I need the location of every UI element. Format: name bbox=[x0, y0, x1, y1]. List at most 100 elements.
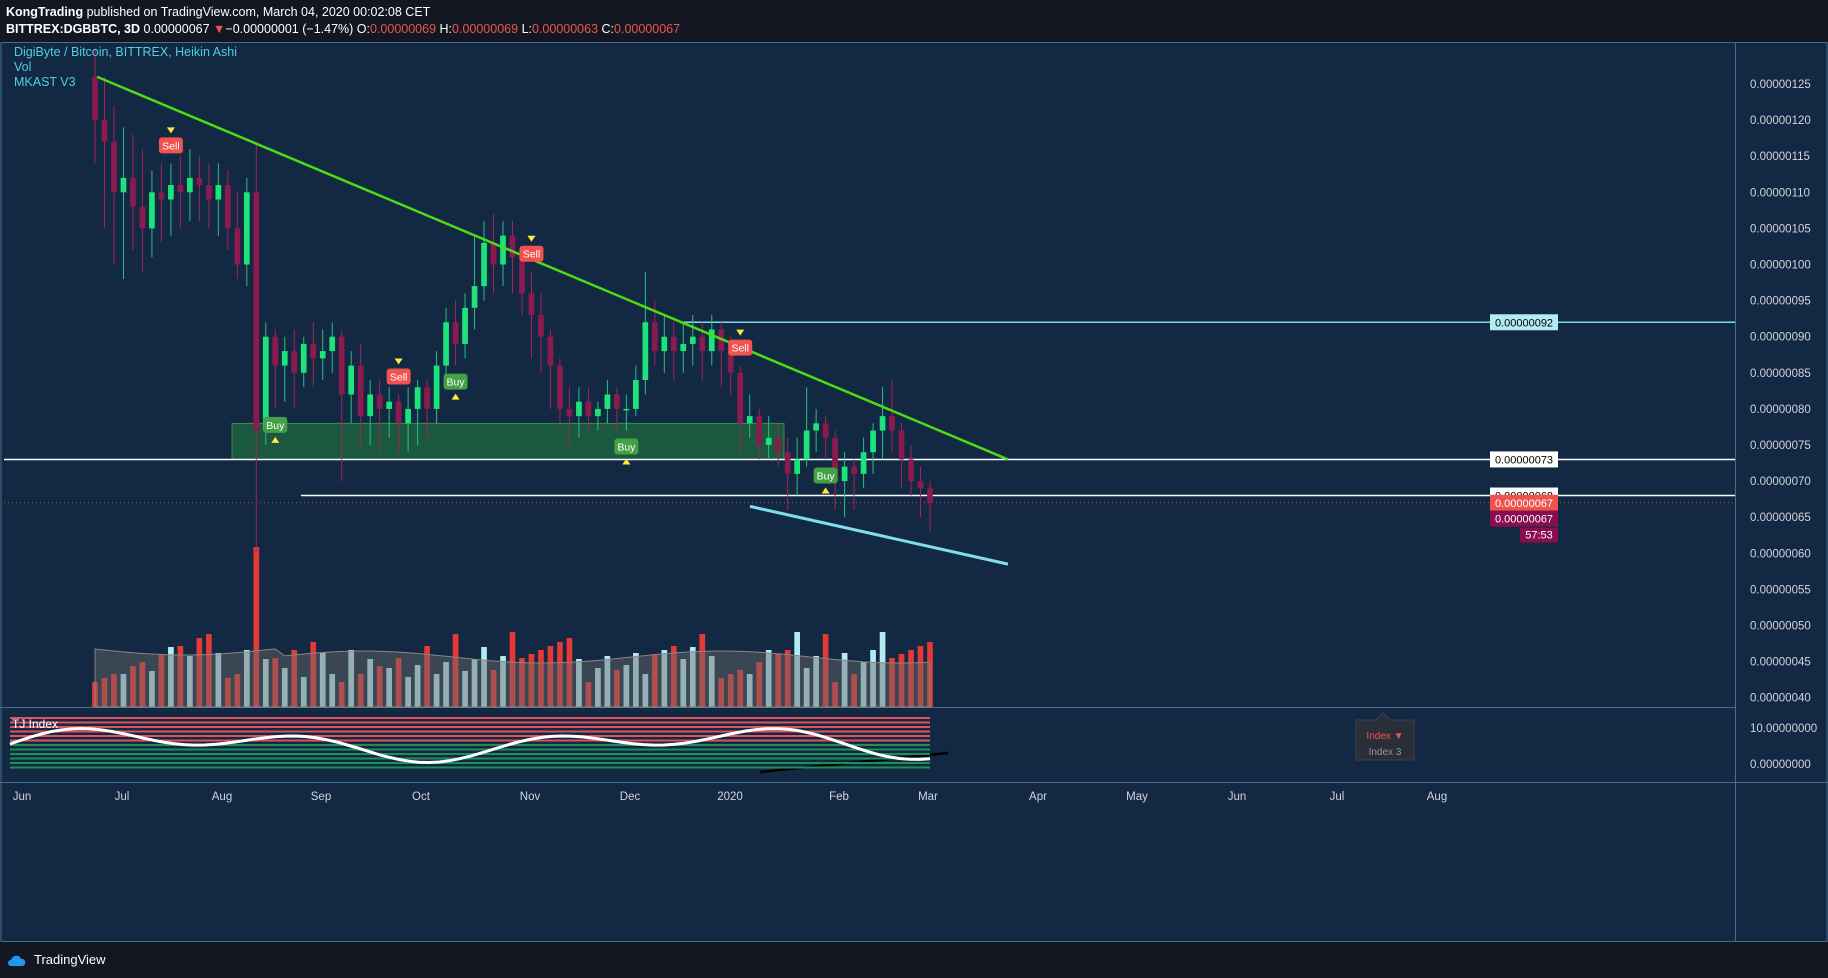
candle-body bbox=[224, 185, 231, 229]
candle-body bbox=[158, 192, 165, 200]
sell-arrow-icon bbox=[394, 358, 403, 365]
candle-body bbox=[623, 408, 630, 411]
x-axis-tick: Dec bbox=[620, 791, 641, 803]
candle-body bbox=[443, 322, 449, 366]
price-chart[interactable]: Sell Buy Sell Buy Sell Buy Sell Buy 0.00000125 0… bbox=[0, 42, 1828, 942]
candle-body bbox=[329, 336, 336, 352]
sell-signal: Sell bbox=[728, 329, 753, 356]
candle-body bbox=[557, 365, 563, 409]
volume-bar bbox=[727, 674, 734, 707]
footer: TradingView bbox=[0, 942, 1828, 978]
volume-bar bbox=[139, 662, 146, 707]
volume-ma-area bbox=[94, 648, 931, 708]
volume-bar bbox=[576, 659, 582, 707]
author-name[interactable]: KongTrading bbox=[6, 5, 84, 19]
candle-body bbox=[822, 423, 829, 438]
volume-bar bbox=[718, 678, 725, 707]
sell-signal: Sell bbox=[386, 358, 411, 385]
signal-label: Sell bbox=[523, 249, 541, 261]
volume-bar bbox=[670, 646, 677, 707]
candle-body bbox=[595, 408, 601, 417]
volume-bar bbox=[386, 668, 392, 707]
volume-bar bbox=[243, 650, 250, 707]
signal-label: Buy bbox=[817, 470, 836, 482]
candle-body bbox=[376, 394, 383, 409]
x-axis-tick: 2020 bbox=[717, 791, 743, 803]
volume-bar bbox=[395, 658, 402, 707]
price-tag-bg bbox=[1490, 451, 1558, 468]
volume-bar bbox=[566, 638, 573, 707]
candle-body bbox=[547, 336, 554, 366]
tradingview-logo[interactable]: TradingView bbox=[6, 952, 106, 967]
symbol-info: BITTREX:DGBBTC, 3D 0.00000067 ▼−0.000000… bbox=[6, 22, 680, 36]
countdown-tag: 57:53 bbox=[1520, 527, 1558, 543]
volume-bar bbox=[614, 670, 620, 707]
cloud-icon bbox=[8, 955, 26, 966]
y-axis-tick: 0.00000080 bbox=[1750, 404, 1811, 416]
brand-name: TradingView bbox=[34, 952, 106, 967]
lower-channel-line bbox=[749, 504, 1009, 566]
volume-bar bbox=[357, 674, 364, 707]
candle-body bbox=[243, 192, 250, 265]
candle-body bbox=[775, 437, 782, 453]
volume-bar bbox=[224, 678, 231, 707]
candle-body bbox=[462, 307, 468, 344]
volume-bar bbox=[746, 674, 753, 707]
volume-bar bbox=[803, 668, 810, 707]
candle-body bbox=[111, 141, 117, 193]
signal-label: Buy bbox=[447, 377, 466, 389]
volume-bar bbox=[661, 650, 668, 707]
y-axis-tick: 0.00000040 bbox=[1750, 693, 1811, 705]
buy-signal: Buy bbox=[813, 467, 838, 494]
price-tag-bg bbox=[1490, 314, 1558, 331]
candle-body bbox=[187, 177, 193, 193]
candle-body bbox=[746, 416, 753, 424]
candle-body bbox=[481, 242, 487, 287]
y-axis-tick: 0.00000085 bbox=[1750, 368, 1811, 380]
candle-body bbox=[803, 430, 810, 460]
signal-badge bbox=[443, 373, 468, 390]
x-axis-tick: Aug bbox=[212, 791, 232, 803]
volume-bar bbox=[338, 682, 345, 707]
x-axis-tick: Jun bbox=[13, 791, 32, 803]
candle-body bbox=[585, 401, 592, 417]
volume-bar bbox=[319, 653, 326, 707]
volume-bar bbox=[898, 654, 905, 707]
volume-bar bbox=[149, 671, 155, 707]
y-axis-tick: 0.00000055 bbox=[1750, 584, 1811, 596]
y-axis-tick: 0.00000065 bbox=[1750, 512, 1811, 524]
price-tag: 0.00000073 bbox=[1490, 451, 1558, 468]
close-label: C: bbox=[601, 22, 615, 36]
volume-bar bbox=[538, 650, 544, 707]
signal-badge bbox=[519, 245, 544, 262]
candle-body bbox=[813, 423, 819, 431]
down-arrow-icon: ▼ bbox=[213, 22, 226, 36]
price-tag: 0.00000067 bbox=[1490, 494, 1558, 511]
price-tag-label: 0.00000073 bbox=[1495, 454, 1553, 466]
volume-bar bbox=[822, 634, 829, 707]
candle-body bbox=[633, 380, 639, 409]
chart-area[interactable]: Sell Buy Sell Buy Sell Buy Sell Buy 0.00000125 0… bbox=[0, 42, 1828, 942]
volume-bar bbox=[841, 653, 848, 707]
candle-body bbox=[566, 408, 573, 417]
candle-body bbox=[680, 343, 687, 352]
volume-bar bbox=[452, 634, 459, 707]
candle-body bbox=[841, 466, 848, 482]
volume-bar bbox=[490, 670, 497, 707]
volume-bar bbox=[851, 674, 857, 707]
volume-bar bbox=[471, 659, 478, 707]
candle-body bbox=[708, 329, 715, 352]
low-label: L: bbox=[521, 22, 532, 36]
countdown-label: 57:53 bbox=[1525, 530, 1553, 542]
candle-body bbox=[832, 437, 838, 482]
volume-bar bbox=[604, 656, 611, 707]
close-value: 0.00000067 bbox=[614, 22, 681, 36]
y-axis-tick: 0.00000050 bbox=[1750, 621, 1811, 633]
candle-body bbox=[177, 185, 184, 193]
open-value: 0.00000069 bbox=[370, 22, 437, 36]
volume-bar bbox=[917, 646, 924, 707]
volume-bar bbox=[528, 654, 535, 707]
x-axis-tick: Jul bbox=[115, 791, 130, 803]
volume-bar bbox=[367, 659, 374, 707]
volume-bar bbox=[547, 646, 554, 707]
